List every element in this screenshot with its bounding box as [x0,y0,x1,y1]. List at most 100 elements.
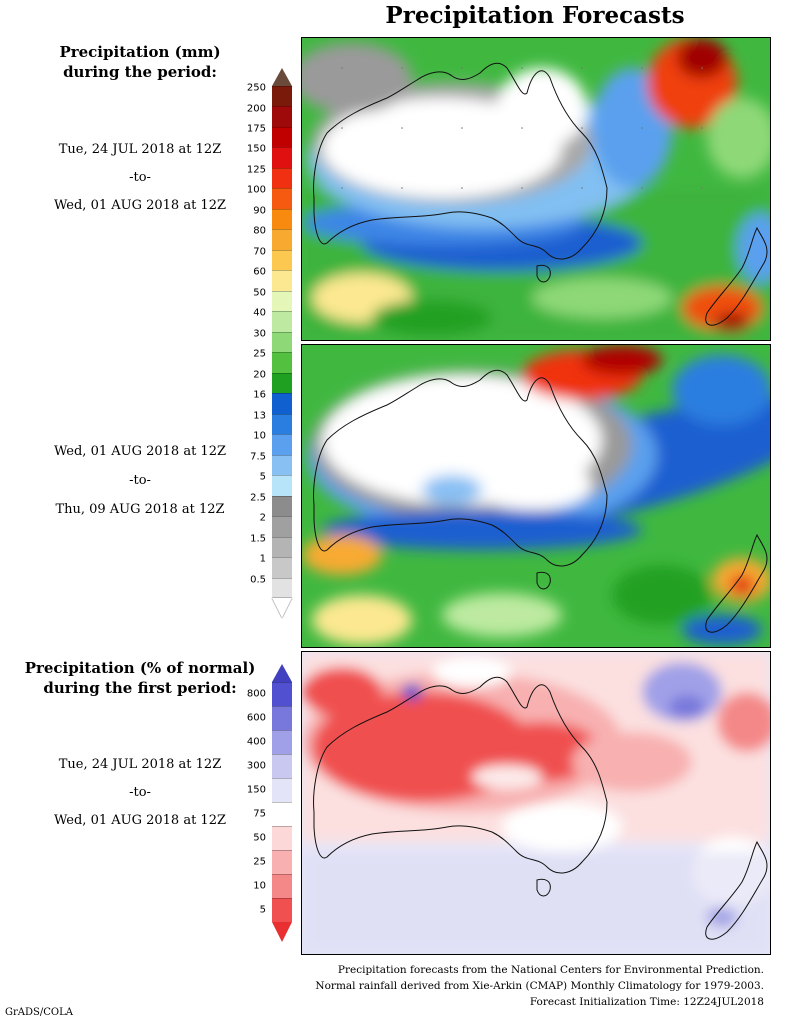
pct-scale-tick-label: 75 [253,808,266,820]
precip-scale-tick-label: 100 [246,184,266,196]
precip-scale-tick-label: 10 [253,430,266,442]
percent-normal-map-graphic [302,652,770,954]
precip-scale-tick-label: 2.5 [250,492,266,504]
footer-line-3: Forecast Initialization Time: 12Z24JUL20… [529,996,764,1008]
pct-scale-tick-label: 50 [253,832,266,844]
precip-scale-tick-label: 125 [246,164,266,176]
precip-scale-tick-label: 1 [259,553,266,565]
precip-scale-swatch [272,372,292,394]
precip-scale-swatch [272,290,292,312]
pct-scale-tick-label: 25 [253,856,266,868]
precip-scale-tick-label: 16 [253,389,266,401]
precip-scale-bottom-arrow [272,598,292,618]
pct-scale-tick-label: 150 [246,784,266,796]
pct-legend-title: Precipitation (% of normal) during the f… [20,658,260,698]
precip-scale-tick-label: 13 [253,410,266,422]
pct-scale-swatch [272,682,292,706]
precip-scale-swatch [272,106,292,127]
precip-scale-swatch [272,229,292,250]
period-3-start: Tue, 24 JUL 2018 at 12Z [58,757,222,772]
precip-scale-tick-label: 0.5 [250,574,266,586]
page-title: Precipitation Forecasts [385,2,685,29]
pct-scale-swatch [272,706,292,730]
precip-scale-swatch [272,577,292,598]
precip-scale-tick-label: 60 [253,266,266,278]
software-credit: GrADS/COLA [5,1007,73,1018]
precip-scale-swatch [272,249,292,271]
pct-scale-bottom-arrow [272,922,292,942]
precip-map-period-1 [301,37,771,341]
precip-scale-swatch [272,167,292,189]
period-2-sep: -to- [129,473,151,488]
precip-scale-tick-label: 5 [259,471,266,483]
precip-scale-swatch [272,352,292,373]
precip-scale-tick-label: 30 [253,328,266,340]
precip-scale-swatch [272,434,292,455]
pct-scale-swatch [272,874,292,898]
pct-scale-tick-label: 10 [253,880,266,892]
precip-scale-tick-label: 20 [253,369,266,381]
precip-scale-tick-label: 175 [246,123,266,135]
period-1-sep: -to- [129,170,151,185]
pct-scale-swatch [272,850,292,874]
precip-scale-swatch [272,311,292,332]
precip-scale-swatch [272,208,292,230]
precip-scale-tick-label: 50 [253,287,266,299]
precip-scale-tick-label: 40 [253,307,266,319]
precip-map-period-2 [301,344,771,648]
pct-scale-swatch [272,730,292,754]
pct-colorbar: 800 600 400 300 150 75 50 25 10 5 [247,682,292,922]
precip-scale-swatch [272,557,292,578]
precip-scale-tick-label: 25 [253,348,266,360]
precip-scale-swatch [272,516,292,537]
precip-scale-swatch [272,126,292,148]
period-1-end: Wed, 01 AUG 2018 at 12Z [53,198,226,213]
precip-scale-swatch [272,147,292,168]
pct-scale-top-arrow [272,664,292,682]
pct-scale-tick-label: 400 [246,736,266,748]
precip-scale-swatch [272,86,292,107]
precip-scale-tick-label: 2 [259,512,266,524]
period-2-start: Wed, 01 AUG 2018 at 12Z [53,444,226,459]
precip-scale-swatch [272,188,292,209]
period-2-end: Thu, 09 AUG 2018 at 12Z [55,502,225,517]
precip-scale-swatch [272,413,292,435]
precip-map-1-graphic [302,38,770,340]
pct-scale-tick-label: 600 [246,712,266,724]
period-1-start: Tue, 24 JUL 2018 at 12Z [58,142,222,157]
precip-scale-swatch [272,536,292,558]
precip-legend-title-line1: Precipitation (mm) [59,43,221,61]
pct-scale-tick-label: 5 [259,904,266,916]
pct-legend-title-line1: Precipitation (% of normal) [24,659,256,677]
precip-legend-title-line2: during the period: [63,63,217,81]
footer-line-2: Normal rainfall derived from Xie-Arkin (… [315,980,764,992]
pct-legend-title-line2: during the first period: [43,679,237,697]
precip-scale-tick-label: 90 [253,205,266,217]
precip-scale-tick-label: 70 [253,246,266,258]
precip-scale-tick-label: 150 [246,143,266,155]
precip-scale-swatch [272,454,292,476]
precip-scale-tick-label: 1.5 [250,533,266,545]
footer-line-1: Precipitation forecasts from the Nationa… [337,964,764,976]
period-3-sep: -to- [129,785,151,800]
precip-scale-top-arrow [272,68,292,86]
precip-colorbar: 250 200 175 150 125 100 90 80 70 60 50 40 30 25 20 16 13… [247,83,292,598]
precip-legend-title: Precipitation (mm) during the period: [20,42,260,82]
footer-notes: Precipitation forecasts from the Nationa… [300,962,764,1010]
precip-scale-swatch [272,270,292,291]
precip-scale-tick-label: 200 [246,103,266,115]
precip-scale-swatch [272,495,292,517]
precip-scale-swatch [272,393,292,414]
pct-scale-tick-label: 300 [246,760,266,772]
precip-scale-swatch [272,331,292,353]
pct-scale-swatch [272,898,292,922]
precip-map-2-graphic [302,345,770,647]
percent-normal-map [301,651,771,955]
pct-scale-swatch [272,826,292,850]
pct-scale-swatch [272,802,292,826]
pct-scale-tick-label: 800 [246,688,266,700]
pct-scale-swatch [272,778,292,802]
precip-scale-tick-label: 80 [253,225,266,237]
precip-scale-swatch [272,475,292,496]
precip-scale-tick-label: 7.5 [250,451,266,463]
